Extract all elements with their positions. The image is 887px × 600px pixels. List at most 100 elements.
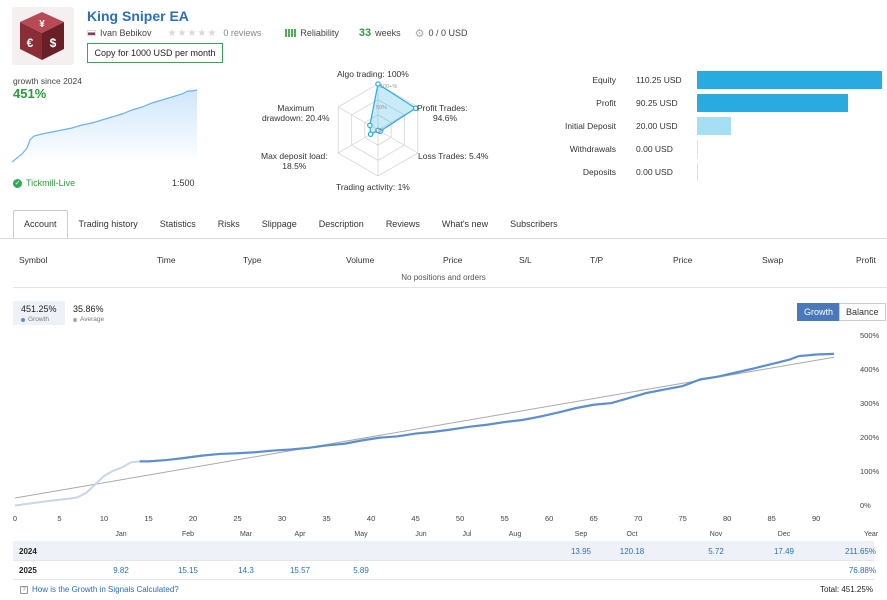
initial-deposit-bar: [697, 117, 731, 135]
positions-divider: [13, 287, 887, 288]
monthly-return: 13.95: [570, 547, 592, 556]
yearly-divider: [13, 560, 874, 561]
y-tick-label: 0%: [860, 501, 871, 510]
monthly-return: 120.18: [619, 547, 645, 556]
reviews-count[interactable]: 0 reviews: [223, 28, 262, 38]
tab-trading-history[interactable]: Trading history: [78, 219, 138, 229]
radar-point-algo: [375, 81, 381, 87]
growth-line: [139, 352, 835, 463]
weeks-label: weeks: [375, 28, 401, 38]
growth-calculation-link[interactable]: ? How is the Growth in Signals Calculate…: [20, 585, 179, 594]
radar-ring-100: 100+%: [380, 84, 397, 90]
growth-value: 451%: [13, 86, 47, 101]
growth-calculation-text: How is the Growth in Signals Calculated?: [32, 585, 179, 594]
profit-value: 90.25 USD: [636, 98, 678, 108]
month-label: Dec: [778, 531, 791, 538]
deposits-label: Deposits: [582, 167, 616, 177]
column-header-time: Time: [157, 255, 176, 265]
x-tick-label: 50: [456, 514, 464, 523]
signal-title[interactable]: King Sniper EA: [87, 8, 189, 24]
svg-text:€: €: [27, 36, 34, 50]
radar-point-activity: [375, 127, 381, 134]
average-summary-box[interactable]: 35.86% Average: [65, 301, 112, 325]
tabs-divider: [0, 238, 887, 239]
tab-statistics[interactable]: Statistics: [159, 219, 196, 229]
growth-since-label: growth since 2024: [13, 76, 82, 86]
total-growth: Total: 451.25%: [820, 585, 873, 594]
growth-line-early: [14, 460, 140, 507]
average-dot-icon: [73, 317, 77, 322]
tab-subscribers[interactable]: Subscribers: [510, 219, 558, 229]
month-label: Jun: [415, 531, 426, 538]
yearly-row-band: [13, 541, 874, 560]
column-header-sl: S/L: [519, 255, 532, 265]
tab-account[interactable]: Account: [13, 210, 68, 238]
reliability-bars-icon: [285, 29, 297, 37]
radar-chart: 100+% 50% 0%: [337, 81, 419, 177]
year-label: 2024: [19, 547, 37, 556]
svg-text:¥: ¥: [39, 19, 45, 30]
reliability-label: Reliability: [300, 28, 339, 38]
equity-value: 110.25 USD: [636, 75, 682, 85]
tab-reviews[interactable]: Reviews: [385, 219, 420, 229]
x-tick-label: 0: [13, 514, 17, 523]
account-tabs: Account Trading history Statistics Risks Sli…: [13, 210, 569, 238]
monthly-return: 5.89: [353, 566, 369, 575]
growth-summary-label: Growth: [28, 316, 49, 323]
tab-what-s-new[interactable]: What's new: [441, 219, 489, 229]
radar-label-algo: Algo trading: 100%: [337, 69, 409, 79]
withdrawals-bar: [697, 140, 698, 158]
column-header-volume: Volume: [346, 255, 375, 265]
y-tick-label: 400%: [860, 365, 880, 374]
x-tick-label: 60: [545, 514, 553, 523]
russia-flag-icon: [87, 30, 96, 36]
x-tick-label: 10: [100, 514, 108, 523]
broker-row[interactable]: ✓ Tickmill-Live: [13, 178, 75, 188]
monthly-return: 15.15: [177, 566, 199, 575]
growth-toggle-button[interactable]: Growth: [797, 303, 841, 321]
verified-check-icon: ✓: [13, 178, 22, 188]
x-tick-label: 85: [768, 514, 776, 523]
deposits-value: 0.00 USD: [636, 167, 673, 177]
signal-logo: ¥ € $: [12, 7, 74, 65]
radar-ring-0: 0%: [376, 128, 384, 134]
x-tick-label: 75: [678, 514, 686, 523]
year-column-label: Year: [864, 531, 879, 538]
radar-label-maxdep-value: 18.5%: [282, 161, 307, 171]
monthly-return: 15.57: [289, 566, 311, 575]
column-header-type: Type: [243, 255, 262, 265]
broker-name[interactable]: Tickmill-Live: [26, 178, 76, 188]
rating-stars-icon: ★★★★★: [167, 27, 218, 39]
radar-point-drawdown: [367, 122, 373, 129]
average-summary-label: Average: [80, 316, 105, 323]
radar-ring-50: 50%: [376, 105, 387, 111]
x-tick-label: 90: [812, 514, 820, 523]
growth-mini-chart: [12, 89, 197, 163]
x-tick-label: 35: [322, 514, 330, 523]
monthly-return: 14.3: [238, 566, 254, 575]
column-header-symbol: Symbol: [19, 255, 48, 265]
tab-slippage[interactable]: Slippage: [261, 219, 297, 229]
withdrawals-value: 0.00 USD: [636, 144, 673, 154]
equity-bar: [697, 71, 882, 89]
month-label: Oct: [627, 531, 638, 538]
month-label: Feb: [182, 531, 194, 538]
column-header-swap: Swap: [762, 255, 784, 265]
x-tick-label: 20: [189, 514, 197, 523]
balance-toggle-button[interactable]: Balance: [839, 303, 886, 321]
growth-summary-value: 451.25%: [21, 304, 57, 314]
tab-risks[interactable]: Risks: [217, 219, 240, 229]
tab-description[interactable]: Description: [318, 219, 364, 229]
profit-bar: [697, 94, 849, 112]
y-tick-label: 200%: [860, 433, 880, 442]
author-name[interactable]: Ivan Bebikov: [100, 28, 152, 38]
initial-deposit-label: Initial Deposit: [564, 121, 616, 131]
column-header-profit: Profit: [856, 255, 876, 265]
growth-chart: 0% 100% 200% 300% 400% 500% 0 5 10 15 20 25 30 35 40 45…: [13, 331, 880, 538]
month-label: May: [354, 531, 368, 538]
growth-dot-icon: [21, 317, 25, 322]
growth-summary-box[interactable]: 451.25% Growth: [13, 301, 65, 325]
radar-label-profit-value: 94.6%: [432, 113, 458, 123]
monthly-return: 5.72: [708, 547, 724, 556]
copy-signal-button[interactable]: Copy for 1000 USD per month: [87, 43, 223, 63]
